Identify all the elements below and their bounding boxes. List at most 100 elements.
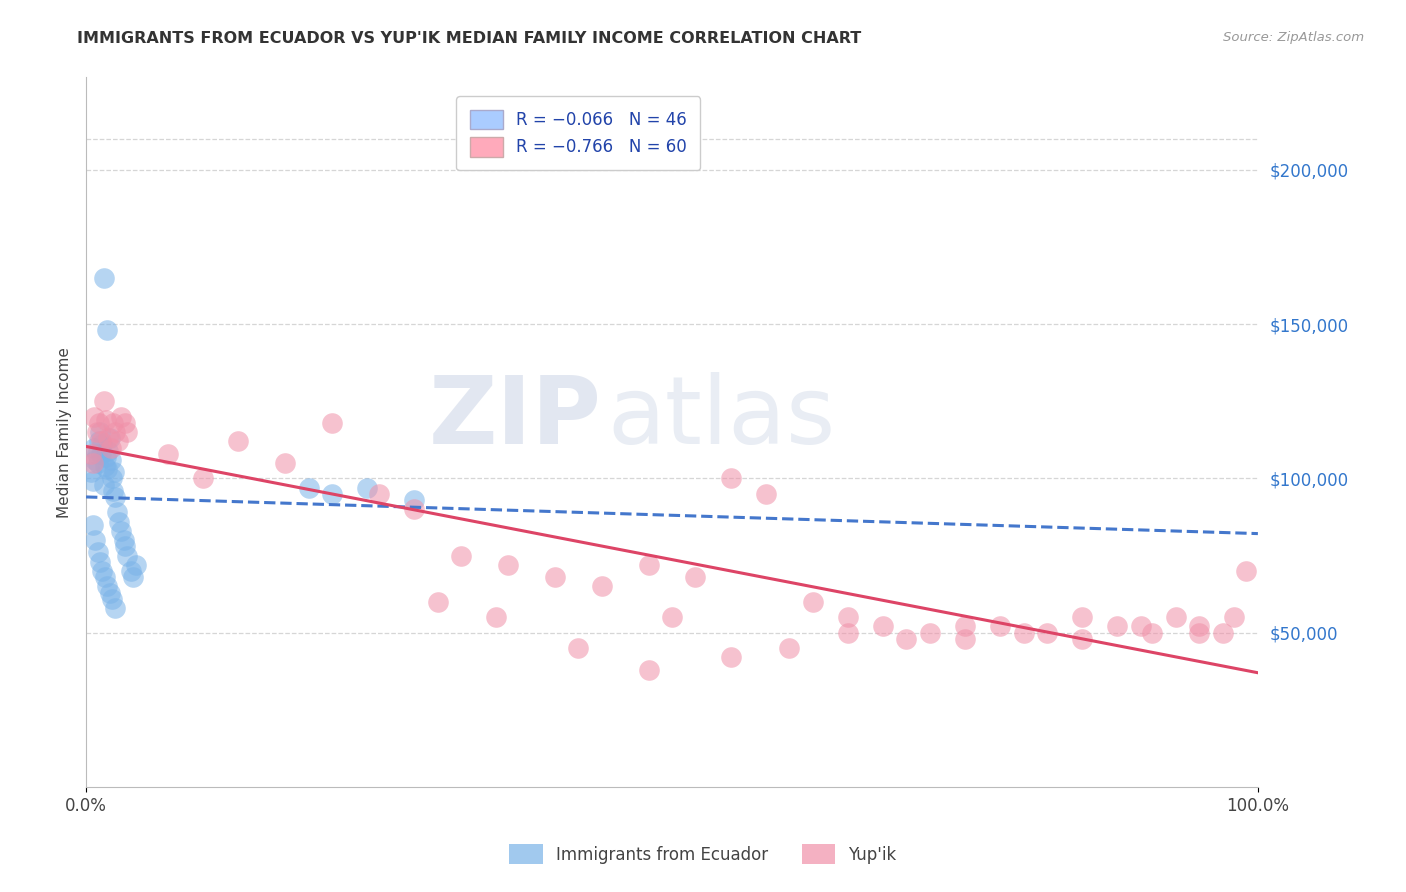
Yup'ik	[1164, 610, 1187, 624]
Text: IMMIGRANTS FROM ECUADOR VS YUP'IK MEDIAN FAMILY INCOME CORRELATION CHART: IMMIGRANTS FROM ECUADOR VS YUP'IK MEDIAN…	[77, 31, 862, 46]
Immigrants from Ecuador	[93, 271, 115, 285]
Legend: Immigrants from Ecuador, Yup'ik: Immigrants from Ecuador, Yup'ik	[503, 838, 903, 871]
Yup'ik	[685, 570, 707, 584]
Yup'ik	[450, 549, 472, 563]
Immigrants from Ecuador	[94, 458, 117, 473]
Immigrants from Ecuador	[115, 549, 138, 563]
Immigrants from Ecuador	[105, 505, 128, 519]
Yup'ik	[1223, 610, 1246, 624]
Yup'ik	[157, 447, 180, 461]
Yup'ik	[1188, 625, 1211, 640]
Yup'ik	[426, 595, 449, 609]
Yup'ik	[720, 471, 742, 485]
Yup'ik	[1129, 619, 1152, 633]
Immigrants from Ecuador	[94, 570, 117, 584]
Yup'ik	[1188, 619, 1211, 633]
Yup'ik	[115, 425, 138, 439]
Immigrants from Ecuador	[98, 585, 121, 599]
Yup'ik	[485, 610, 508, 624]
Yup'ik	[274, 456, 297, 470]
Immigrants from Ecuador	[101, 591, 124, 606]
Immigrants from Ecuador	[104, 601, 127, 615]
Yup'ik	[591, 579, 613, 593]
Immigrants from Ecuador	[90, 447, 112, 461]
Y-axis label: Median Family Income: Median Family Income	[58, 347, 72, 517]
Immigrants from Ecuador	[96, 462, 118, 476]
Immigrants from Ecuador	[89, 555, 111, 569]
Yup'ik	[90, 434, 112, 449]
Yup'ik	[86, 425, 108, 439]
Yup'ik	[1012, 625, 1035, 640]
Yup'ik	[94, 413, 117, 427]
Yup'ik	[228, 434, 250, 449]
Immigrants from Ecuador	[356, 481, 378, 495]
Yup'ik	[193, 471, 215, 485]
Yup'ik	[107, 434, 129, 449]
Yup'ik	[1071, 610, 1094, 624]
Yup'ik	[321, 416, 343, 430]
Yup'ik	[101, 416, 124, 430]
Immigrants from Ecuador	[112, 533, 135, 547]
Immigrants from Ecuador	[101, 471, 124, 485]
Yup'ik	[114, 416, 136, 430]
Yup'ik	[896, 632, 918, 646]
Yup'ik	[953, 619, 976, 633]
Yup'ik	[93, 394, 115, 409]
Immigrants from Ecuador	[93, 477, 115, 491]
Immigrants from Ecuador	[125, 558, 148, 572]
Immigrants from Ecuador	[404, 493, 426, 508]
Immigrants from Ecuador	[122, 570, 145, 584]
Immigrants from Ecuador	[91, 564, 114, 578]
Yup'ik	[83, 409, 105, 424]
Text: Source: ZipAtlas.com: Source: ZipAtlas.com	[1223, 31, 1364, 45]
Yup'ik	[837, 625, 859, 640]
Yup'ik	[720, 650, 742, 665]
Immigrants from Ecuador	[97, 443, 120, 458]
Yup'ik	[100, 441, 122, 455]
Immigrants from Ecuador	[89, 425, 111, 439]
Immigrants from Ecuador	[98, 431, 121, 445]
Immigrants from Ecuador	[100, 453, 122, 467]
Text: ZIP: ZIP	[429, 372, 602, 464]
Immigrants from Ecuador	[82, 517, 104, 532]
Yup'ik	[368, 487, 391, 501]
Immigrants from Ecuador	[82, 475, 104, 489]
Yup'ik	[110, 409, 132, 424]
Yup'ik	[837, 610, 859, 624]
Yup'ik	[988, 619, 1011, 633]
Yup'ik	[637, 663, 659, 677]
Yup'ik	[637, 558, 659, 572]
Yup'ik	[496, 558, 519, 572]
Yup'ik	[567, 641, 589, 656]
Yup'ik	[778, 641, 800, 656]
Yup'ik	[755, 487, 778, 501]
Yup'ik	[1212, 625, 1234, 640]
Immigrants from Ecuador	[96, 323, 118, 337]
Legend: R = −0.066   N = 46, R = −0.766   N = 60: R = −0.066 N = 46, R = −0.766 N = 60	[456, 96, 700, 169]
Immigrants from Ecuador	[87, 456, 110, 470]
Immigrants from Ecuador	[120, 564, 142, 578]
Yup'ik	[872, 619, 894, 633]
Yup'ik	[97, 431, 120, 445]
Yup'ik	[1234, 564, 1257, 578]
Immigrants from Ecuador	[84, 533, 107, 547]
Immigrants from Ecuador	[298, 481, 321, 495]
Immigrants from Ecuador	[104, 490, 127, 504]
Yup'ik	[404, 502, 426, 516]
Yup'ik	[661, 610, 683, 624]
Immigrants from Ecuador	[80, 465, 103, 479]
Immigrants from Ecuador	[103, 465, 125, 479]
Yup'ik	[801, 595, 824, 609]
Yup'ik	[87, 416, 110, 430]
Immigrants from Ecuador	[91, 437, 114, 451]
Yup'ik	[953, 632, 976, 646]
Immigrants from Ecuador	[87, 434, 110, 449]
Yup'ik	[1142, 625, 1164, 640]
Yup'ik	[918, 625, 941, 640]
Immigrants from Ecuador	[94, 450, 117, 464]
Immigrants from Ecuador	[114, 539, 136, 553]
Yup'ik	[104, 425, 127, 439]
Immigrants from Ecuador	[96, 579, 118, 593]
Yup'ik	[544, 570, 567, 584]
Yup'ik	[1107, 619, 1129, 633]
